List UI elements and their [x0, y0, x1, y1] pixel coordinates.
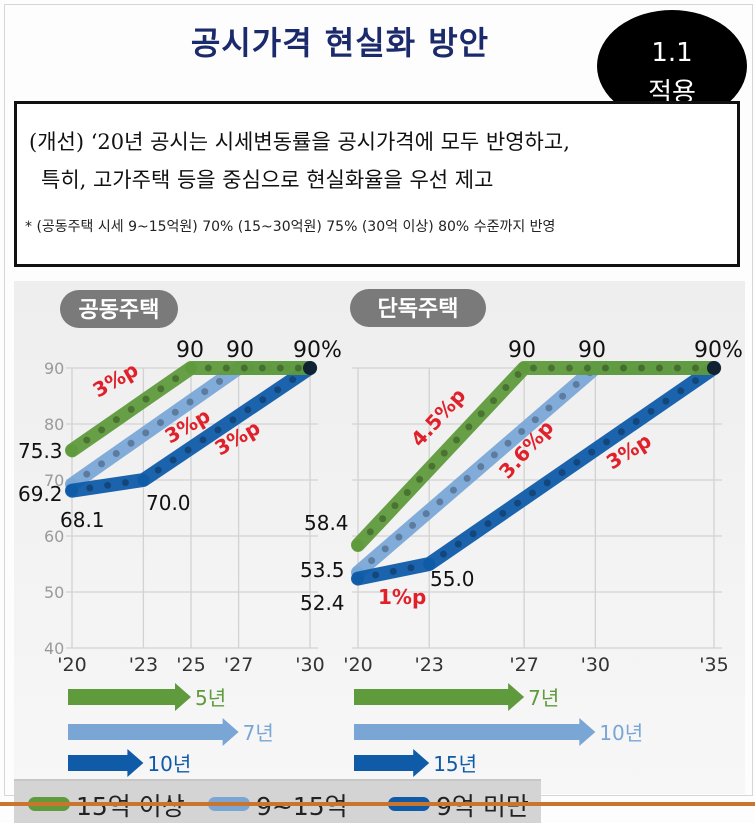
panel2-x-tick: '30	[581, 654, 610, 676]
summary-line-1: (개선) ‘20년 공시는 시세변동률을 공시가격에 모두 반영하고,	[29, 130, 570, 154]
panel2-x-tick: '23	[414, 654, 443, 676]
panel2-x-tick: '27	[509, 654, 538, 676]
panel2-value-label: 55.0	[430, 567, 475, 591]
panel2-value-label: 53.5	[300, 558, 345, 582]
panel1-y-tick: 50	[44, 583, 64, 602]
panel1-x-tick: '23	[129, 654, 158, 676]
panel1-series-high-point-1	[185, 362, 197, 374]
panel1-x-tick: '20	[57, 654, 86, 676]
panel1-y-tick: 40	[44, 639, 64, 658]
panel1-series-high-point-0	[66, 444, 78, 457]
panel1-value-label: 69.2	[18, 482, 63, 506]
panel1-label-pill	[60, 290, 178, 328]
panel2-series-low-line	[351, 361, 721, 586]
panel1-rate-label: 3%p	[89, 357, 143, 402]
legend-label-high: 15억 이상	[76, 792, 185, 821]
panel1-label: 공동주택	[79, 298, 160, 323]
panel2-value-label: 52.4	[300, 591, 345, 615]
panel1-y-tick: 70	[44, 471, 64, 490]
panel2-duration-arrow-low	[354, 749, 430, 777]
panel2-duration-arrow-mid	[354, 718, 596, 746]
panel1-duration-arrow-mid	[68, 718, 239, 746]
panel2-series-high-point-1	[518, 362, 531, 374]
panel2-duration-arrow-high	[354, 683, 525, 711]
panel1-value-label: 70.0	[146, 491, 191, 515]
panel1-x-tick: '25	[176, 654, 205, 676]
panel1-end-marker	[303, 361, 317, 375]
panel1-value-label: 68.1	[60, 508, 105, 532]
panel2-duration-label-low: 15년	[433, 752, 477, 776]
summary-note: * (공동주택 시세 9~15억원) 70% (15~30억원) 75% (30…	[25, 219, 556, 235]
summary-line-2: 특히, 고가주택 등을 중심으로 현실화율을 우선 제고	[41, 168, 494, 192]
panel1-x-tick: '27	[224, 654, 253, 676]
legend: 15억 이상 9~15억 9억 미만	[14, 779, 541, 823]
panel2-rate-label-first: 1%p	[378, 585, 426, 609]
panel2-end-marker	[707, 361, 721, 375]
panel2-duration-label-high: 7년	[528, 686, 559, 710]
panel2-x-tick: '20	[343, 654, 372, 676]
panel1-x-tick: '30	[295, 654, 324, 676]
panel2-value-label: 58.4	[304, 511, 349, 535]
panel2-x-tick: '35	[699, 654, 728, 676]
panel1-series-low-point-0	[66, 484, 78, 497]
panel2-duration-label-mid: 10년	[599, 721, 643, 745]
legend-label-low: 9억 미만	[436, 792, 529, 821]
panel2-series-low-point-1	[423, 558, 436, 570]
panel1-value-label: 90%	[293, 338, 342, 363]
panel2-label-pill	[350, 289, 486, 327]
panel1-value-label: 75.3	[18, 439, 63, 463]
panel1-duration-arrow-low	[68, 749, 144, 777]
panel1-duration-label-low: 10년	[147, 752, 191, 776]
panel2-series-high-point-0	[352, 538, 364, 551]
panel1-duration-label-high: 5년	[195, 686, 226, 710]
panel2-value-label: 90	[508, 338, 536, 363]
panel2-series-low-point-0	[352, 572, 364, 585]
bottom-accent-strip	[0, 802, 755, 806]
panel1-value-label: 90	[226, 338, 254, 363]
panel1-y-tick: 80	[44, 415, 64, 434]
panel2-value-label: 90	[578, 338, 606, 363]
page-title: 공시가격 현실화 방안	[190, 24, 490, 62]
panel1-y-tick: 60	[44, 527, 64, 546]
panel1-duration-label-mid: 7년	[243, 721, 274, 745]
panel2-label: 단독주택	[378, 297, 459, 322]
panel1-y-tick: 90	[44, 359, 64, 378]
panel1-value-label: 90	[176, 338, 204, 363]
summary-box: (개선) ‘20년 공시는 시세변동률을 공시가격에 모두 반영하고, 특히, …	[14, 101, 740, 267]
panel1-duration-arrow-high	[68, 683, 191, 711]
badge-version: 1.1	[651, 38, 693, 68]
legend-label-mid: 9~15억	[256, 792, 348, 821]
panel2-value-label: 90%	[694, 338, 743, 363]
panel1-series-low-point-1	[137, 474, 150, 486]
